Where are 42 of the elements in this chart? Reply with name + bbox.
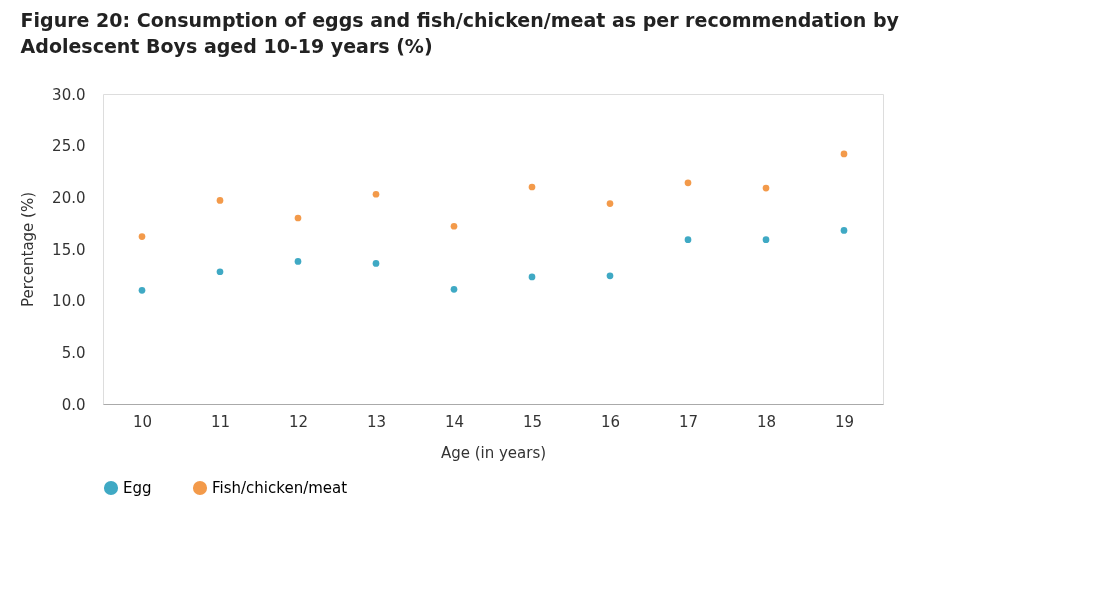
y-tick-label: 0.0 (61, 395, 86, 414)
point (138, 233, 146, 240)
x-tick-label: 18 (756, 412, 777, 431)
point (606, 200, 614, 207)
y-tick-label: 10.0 (52, 292, 86, 311)
x-tick-label: 11 (210, 412, 231, 431)
x-tick-label: 13 (366, 412, 387, 431)
legend-label: Egg (123, 479, 152, 497)
point (762, 236, 770, 244)
point (528, 183, 536, 191)
x-tick-label: 12 (288, 412, 309, 431)
point (372, 260, 380, 267)
point (606, 272, 614, 280)
x-tick-label: 14 (444, 412, 465, 431)
point (840, 150, 848, 158)
point (684, 179, 692, 187)
y-tick-label: 15.0 (52, 240, 86, 259)
point (528, 273, 536, 281)
point (840, 227, 848, 234)
x-axis-title: Age (in years) (440, 443, 547, 462)
chart-title: Figure 20: Consumption of eggs and fish/chicken/meat as per recommendation by Adolescent Boys aged 10-19 years (%) (20, 9, 900, 57)
x-tick-label: 19 (834, 412, 855, 431)
legend-label: Fish/chicken/meat (212, 479, 348, 497)
x-tick-label: 15 (522, 412, 543, 431)
point (216, 268, 224, 276)
point (450, 222, 458, 230)
y-tick-label: 25.0 (52, 137, 86, 156)
point (216, 197, 224, 204)
point (684, 236, 692, 244)
point (450, 285, 458, 293)
point (372, 190, 380, 198)
y-tick-label: 20.0 (52, 188, 86, 207)
y-axis-title: Percentage (%) (19, 191, 38, 308)
y-tick-label: 5.0 (61, 343, 86, 362)
x-tick-label: 10 (132, 412, 153, 431)
point (294, 258, 302, 265)
point (762, 184, 770, 192)
point (138, 286, 146, 294)
x-tick-label: 17 (678, 412, 699, 431)
y-tick-label: 30.0 (52, 85, 86, 104)
x-tick-label: 16 (600, 412, 621, 431)
point (294, 214, 302, 222)
